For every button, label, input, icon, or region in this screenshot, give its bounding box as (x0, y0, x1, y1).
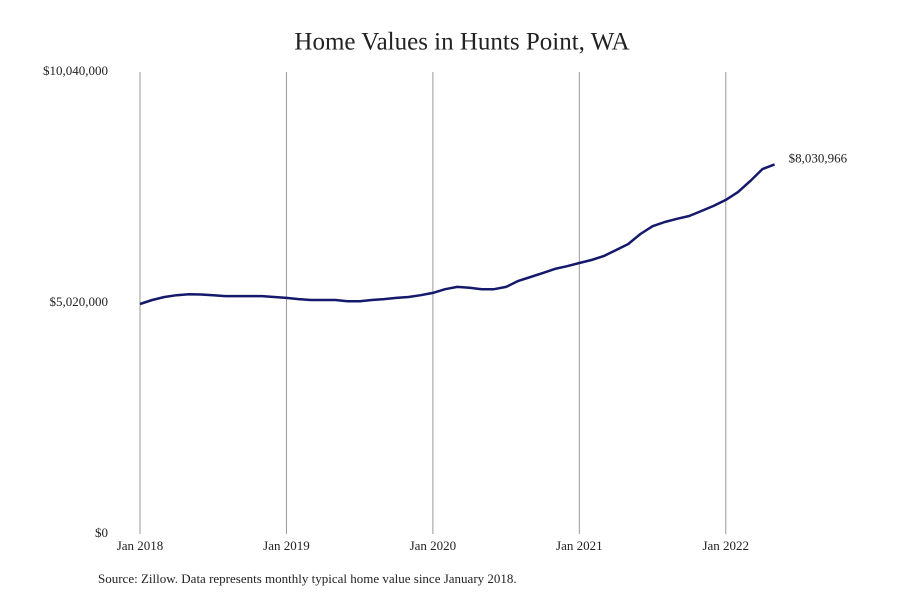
x-tick-label: Jan 2018 (117, 538, 164, 553)
chart-title: Home Values in Hunts Point, WA (294, 29, 629, 56)
x-tick-label: Jan 2022 (702, 538, 749, 553)
x-tick-label: Jan 2021 (556, 538, 603, 553)
line (139, 163, 776, 306)
source-note: Source: Zillow. Data represents monthly … (98, 571, 517, 586)
value-label: $8,030,966 (789, 150, 848, 165)
y-tick-label: $0 (95, 525, 108, 540)
y-tick-label: $10,040,000 (43, 63, 108, 78)
x-tick-label: Jan 2020 (410, 538, 457, 553)
y-tick-label: $5,020,000 (50, 294, 109, 309)
x-tick-label: Jan 2019 (263, 538, 310, 553)
